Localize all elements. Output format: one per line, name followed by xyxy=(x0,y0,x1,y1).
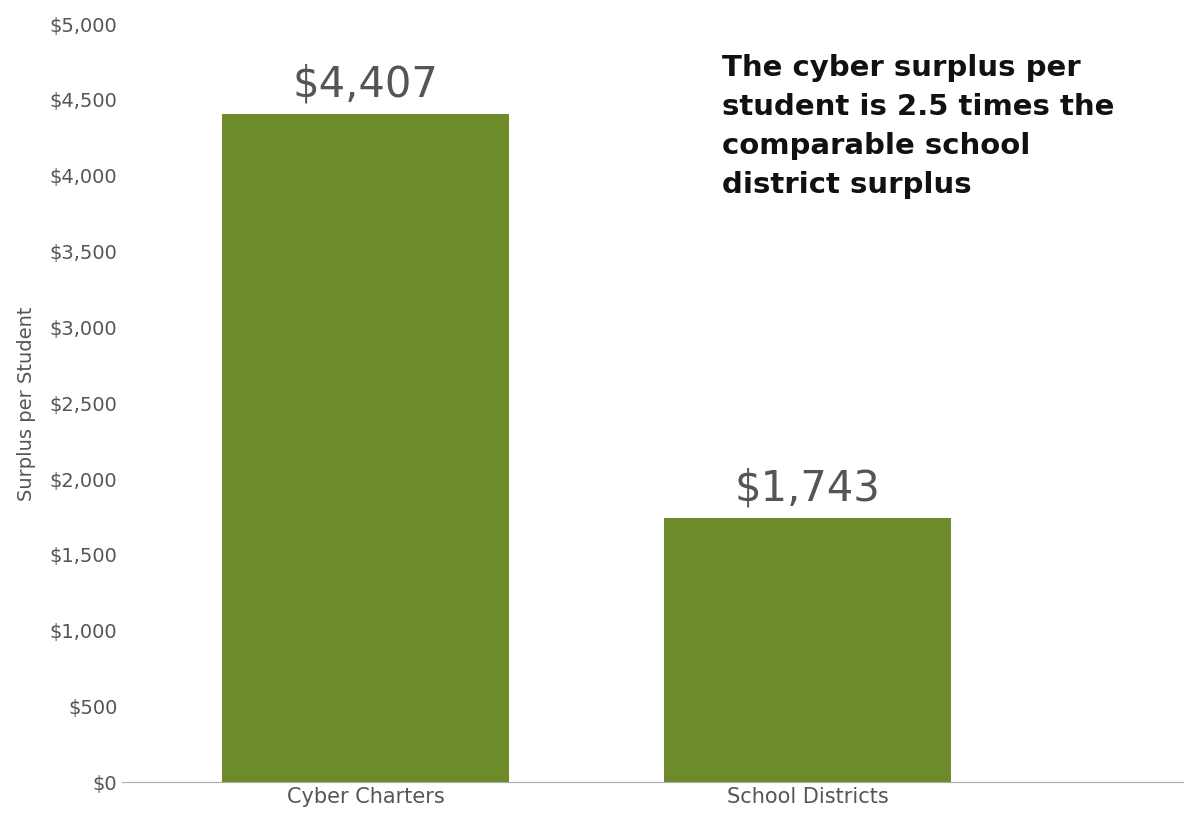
Y-axis label: Surplus per Student: Surplus per Student xyxy=(17,306,36,500)
Bar xyxy=(664,518,952,783)
Text: The cyber surplus per
student is 2.5 times the
comparable school
district surplu: The cyber surplus per student is 2.5 tim… xyxy=(721,54,1114,199)
Text: $1,743: $1,743 xyxy=(734,468,881,510)
Bar xyxy=(222,114,509,783)
Text: $4,407: $4,407 xyxy=(293,63,438,105)
